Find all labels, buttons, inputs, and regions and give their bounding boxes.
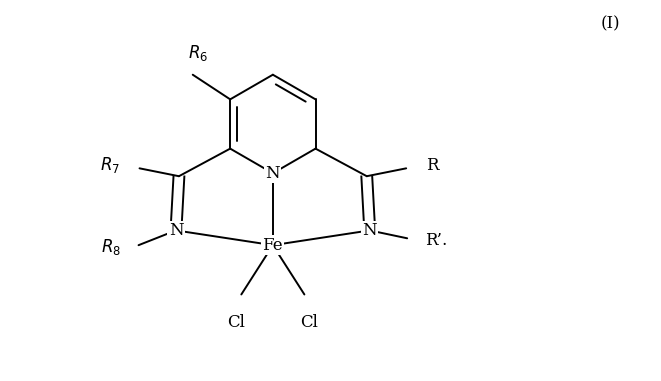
Text: $R_7$: $R_7$ <box>100 155 120 175</box>
Text: Cl: Cl <box>227 314 245 331</box>
Text: $R_8$: $R_8$ <box>100 237 121 257</box>
Text: Fe: Fe <box>262 237 283 254</box>
Text: $R_6$: $R_6$ <box>188 43 208 63</box>
Text: Cl: Cl <box>300 314 318 331</box>
Text: R’.: R’. <box>425 232 447 249</box>
Text: N: N <box>169 222 183 239</box>
Text: R: R <box>426 157 438 174</box>
Text: N: N <box>362 222 377 239</box>
Text: (I): (I) <box>601 15 621 32</box>
Text: N: N <box>266 165 280 182</box>
